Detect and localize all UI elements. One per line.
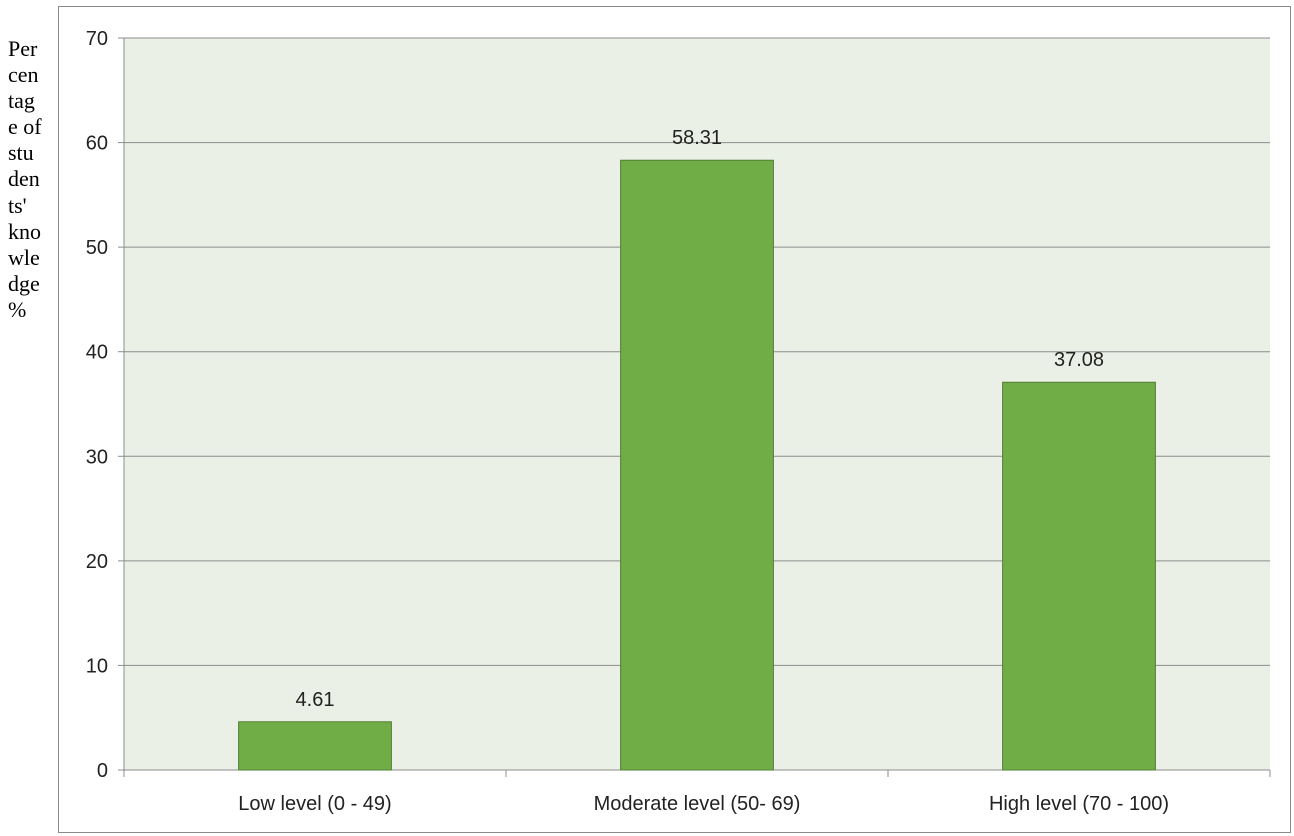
y-tick-label: 0 [97, 760, 108, 782]
y-tick-label: 30 [86, 446, 108, 468]
category-label: Moderate level (50- 69) [594, 793, 801, 815]
labels: 0 10 20 30 40 50 60 70 4.61 Low level (0 - 49) 58.… [86, 28, 1169, 815]
bar [620, 159, 774, 771]
y-tick-label: 40 [86, 342, 108, 364]
y-tick-label: 60 [86, 133, 108, 155]
bar [238, 721, 392, 771]
bar [1002, 381, 1156, 771]
y-axis-label: Percentage of students' knowledge % [8, 36, 42, 322]
y-tick-label: 50 [86, 237, 108, 259]
y-tick-label: 10 [86, 655, 108, 677]
y-tick-label: 20 [86, 551, 108, 573]
data-label: 37.08 [1054, 349, 1104, 371]
data-label: 4.61 [296, 689, 335, 711]
data-label: 58.31 [672, 127, 722, 149]
y-tick-label: 70 [86, 28, 108, 50]
category-label: Low level (0 - 49) [238, 793, 391, 815]
category-label: High level (70 - 100) [989, 793, 1169, 815]
bars [238, 159, 1156, 771]
